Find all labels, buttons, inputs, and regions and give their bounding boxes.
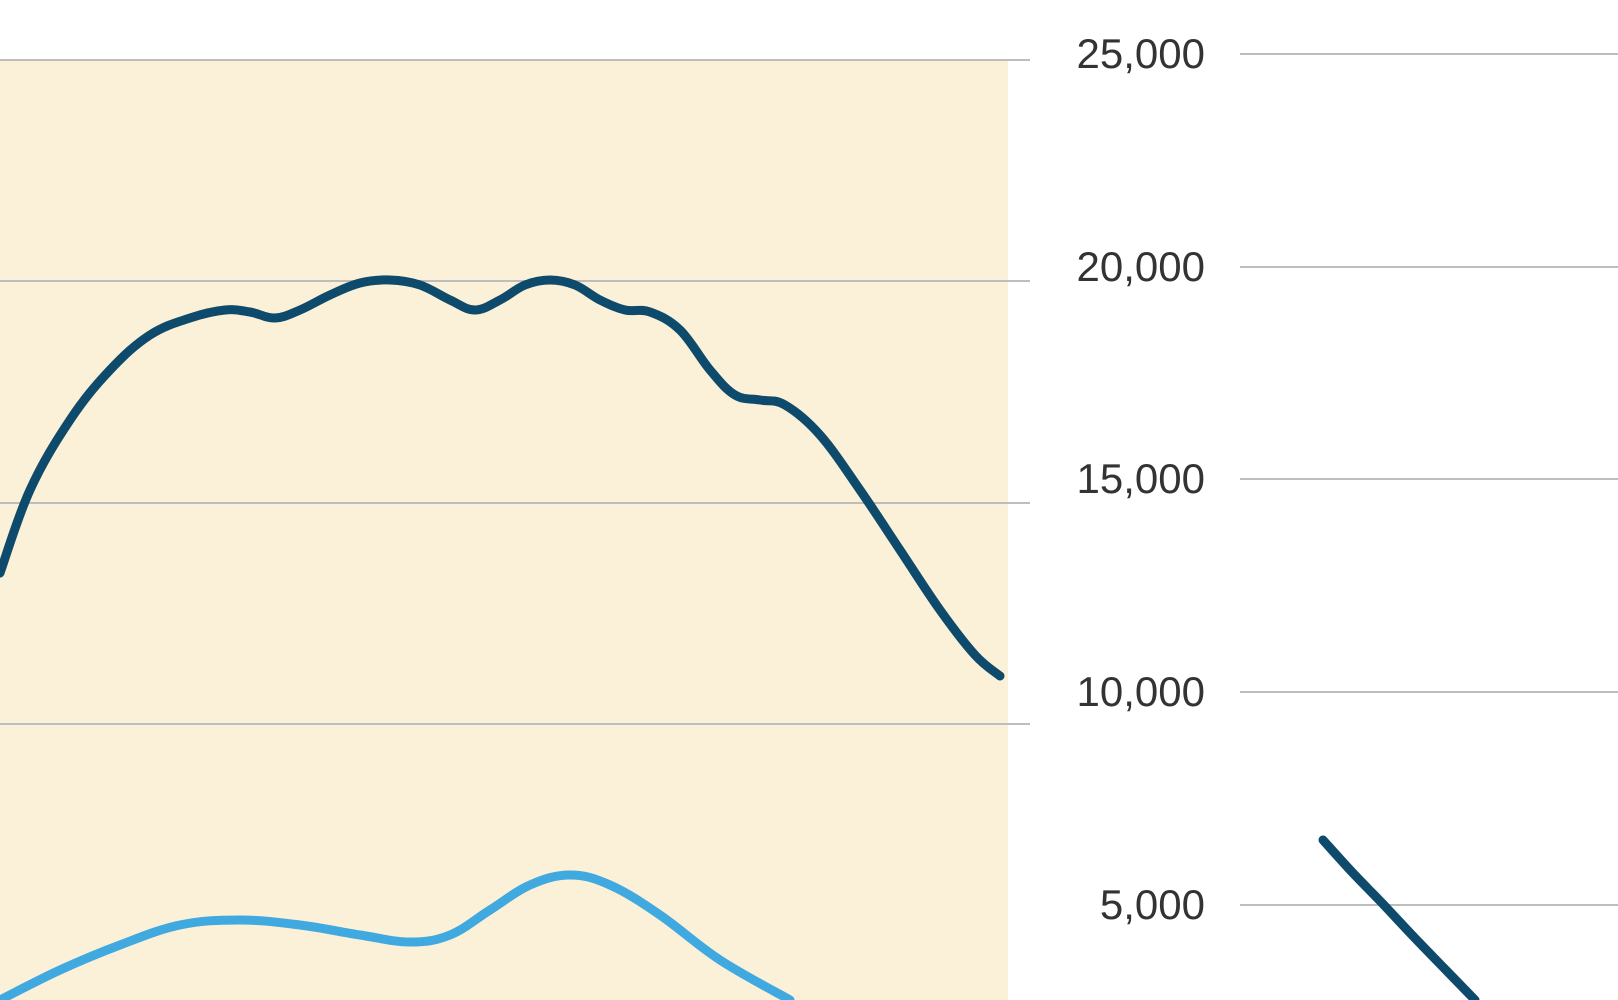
viewport: 25,00020,00015,00010,0005,000 (0, 0, 1618, 1000)
line-series-dark (1323, 840, 1475, 1000)
right-gridlines (1240, 54, 1618, 905)
left-chart (0, 0, 1030, 1000)
left-plot-background (0, 60, 1008, 1000)
right-series-group (1323, 840, 1475, 1000)
right-chart (1030, 0, 1618, 1000)
